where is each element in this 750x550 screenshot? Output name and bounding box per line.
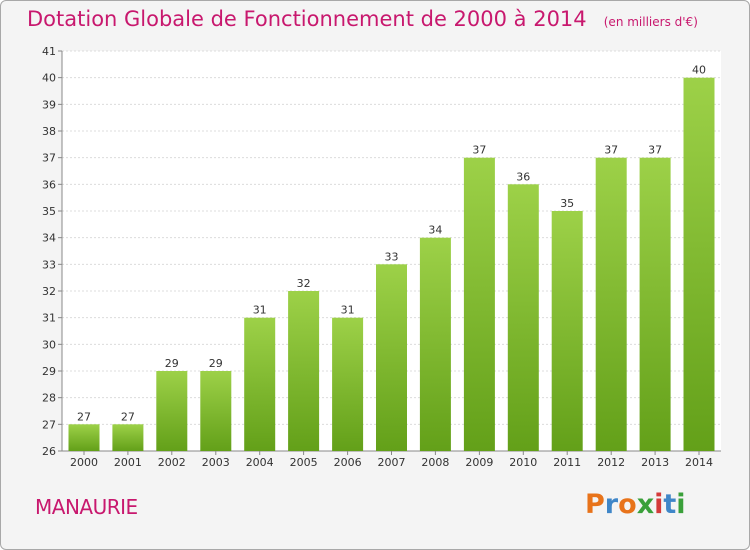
bar-2005 (288, 291, 320, 451)
logo-letter: x (636, 489, 655, 520)
bar-2004 (244, 317, 276, 451)
data-label-2001: 27 (121, 410, 135, 423)
chart-subtitle: (en milliers d'€) (603, 15, 698, 29)
bar-2007 (376, 264, 407, 451)
y-tick-label: 34 (42, 232, 56, 245)
y-tick-label: 26 (42, 445, 56, 458)
y-tick-label: 36 (42, 178, 56, 191)
data-label-2012: 37 (604, 144, 618, 157)
data-label-2002: 29 (165, 357, 179, 370)
y-tick-label: 33 (42, 258, 56, 271)
bar-2003 (200, 371, 232, 451)
bar-2000 (68, 424, 100, 451)
bar-2014 (683, 77, 715, 451)
data-label-2003: 29 (209, 357, 223, 370)
x-tick-label-2012: 2012 (597, 456, 625, 469)
x-tick-label-2000: 2000 (70, 456, 98, 469)
y-tick-label: 27 (42, 418, 56, 431)
x-tick-label-2007: 2007 (378, 456, 406, 469)
x-tick-label-2002: 2002 (158, 456, 186, 469)
commune-name: MANAURIE (35, 495, 138, 519)
x-tick-label-2004: 2004 (246, 456, 274, 469)
y-tick-label: 31 (42, 312, 56, 325)
x-tick-label-2009: 2009 (465, 456, 493, 469)
data-label-2013: 37 (648, 144, 662, 157)
bar-2006 (332, 317, 364, 451)
data-label-2010: 36 (516, 170, 530, 183)
x-tick-label-2013: 2013 (641, 456, 669, 469)
bar-2002 (156, 371, 188, 451)
logo-letter: t (663, 489, 677, 520)
x-tick-label-2003: 2003 (202, 456, 230, 469)
data-label-2000: 27 (77, 410, 91, 423)
y-tick-label: 38 (42, 125, 56, 138)
chart-title: Dotation Globale de Fonctionnement de 20… (27, 7, 587, 31)
y-tick-label: 30 (42, 338, 56, 351)
logo-letter: o (618, 489, 637, 520)
logo-letter: i (676, 489, 686, 520)
x-tick-label-2014: 2014 (685, 456, 713, 469)
x-tick-label-2008: 2008 (421, 456, 449, 469)
data-label-2014: 40 (692, 64, 706, 77)
bar-2001 (112, 424, 144, 451)
bar-2008 (419, 237, 451, 451)
bar-2010 (507, 184, 539, 452)
y-tick-label: 35 (42, 205, 56, 218)
y-tick-label: 39 (42, 98, 56, 111)
data-label-2008: 34 (428, 224, 442, 237)
x-tick-label-2005: 2005 (290, 456, 318, 469)
title-block: Dotation Globale de Fonctionnement de 20… (27, 7, 698, 31)
logo-letter: r (604, 489, 619, 520)
y-tick-label: 40 (42, 72, 56, 85)
data-label-2006: 31 (341, 304, 355, 317)
y-tick-label: 28 (42, 392, 56, 405)
y-tick-label: 29 (42, 365, 56, 378)
x-tick-label-2001: 2001 (114, 456, 142, 469)
data-label-2004: 31 (253, 304, 267, 317)
x-tick-label-2010: 2010 (509, 456, 537, 469)
bar-2009 (463, 157, 495, 451)
data-label-2009: 37 (472, 144, 486, 157)
y-tick-label: 32 (42, 285, 56, 298)
logo-letter: i (654, 489, 664, 520)
bar-2012 (595, 157, 627, 451)
data-label-2007: 33 (385, 250, 399, 263)
proxiti-logo[interactable]: Proxiti (585, 489, 686, 520)
data-label-2005: 32 (297, 277, 311, 290)
y-tick-label: 37 (42, 152, 56, 165)
y-tick-label: 41 (42, 45, 56, 58)
x-tick-label-2011: 2011 (553, 456, 581, 469)
bar-2011 (551, 211, 583, 451)
bar-2013 (639, 157, 671, 451)
x-tick-label-2006: 2006 (334, 456, 362, 469)
logo-letter: P (585, 489, 605, 520)
data-label-2011: 35 (560, 197, 574, 210)
